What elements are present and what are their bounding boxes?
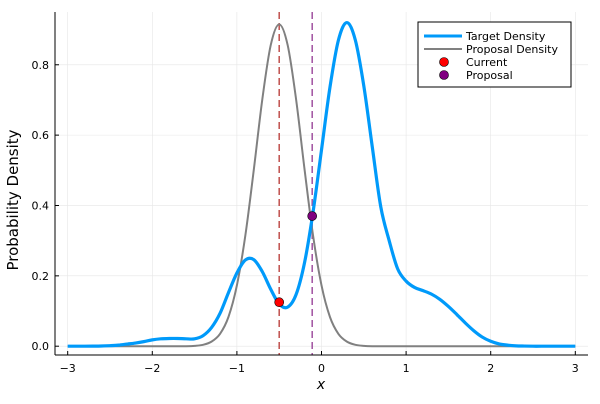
scatter-points xyxy=(274,211,317,308)
x-tick-label: −1 xyxy=(229,362,245,375)
series-lines xyxy=(67,20,576,348)
y-tick-label: 0.4 xyxy=(32,199,50,212)
x-tick-label: −2 xyxy=(144,362,160,375)
current-point xyxy=(274,297,284,308)
legend-target-density-label: Target Density xyxy=(465,30,546,43)
x-tick-label: −3 xyxy=(60,362,76,375)
x-tick-label: 3 xyxy=(572,362,579,375)
x-tick-label: 1 xyxy=(403,362,410,375)
y-tick-label: 0.6 xyxy=(32,129,50,142)
target-density-line xyxy=(67,20,576,348)
x-tick-label: 2 xyxy=(487,362,494,375)
proposal-density-line xyxy=(67,23,576,348)
legend-proposal-label: Proposal xyxy=(466,69,513,82)
y-tick-label: 0.0 xyxy=(32,340,50,353)
legend-current-swatch xyxy=(439,57,449,67)
legend-proposal-swatch xyxy=(439,70,449,80)
proposal-point xyxy=(307,211,317,221)
legend-current-label: Current xyxy=(466,56,508,69)
vertical-lines xyxy=(278,12,313,355)
y-tick-label: 0.2 xyxy=(32,270,50,283)
y-axis-label: Probability Density xyxy=(4,129,22,270)
x-axis-label: x xyxy=(316,377,326,393)
y-tick-label: 0.8 xyxy=(32,59,50,72)
tick-labels: −3 −2 −1 0 1 2 3 0.0 0.2 0.4 0.6 0.8 xyxy=(32,59,579,375)
x-tick-label: 0 xyxy=(318,362,325,375)
legend-proposal-density-label: Proposal Density xyxy=(466,43,558,56)
